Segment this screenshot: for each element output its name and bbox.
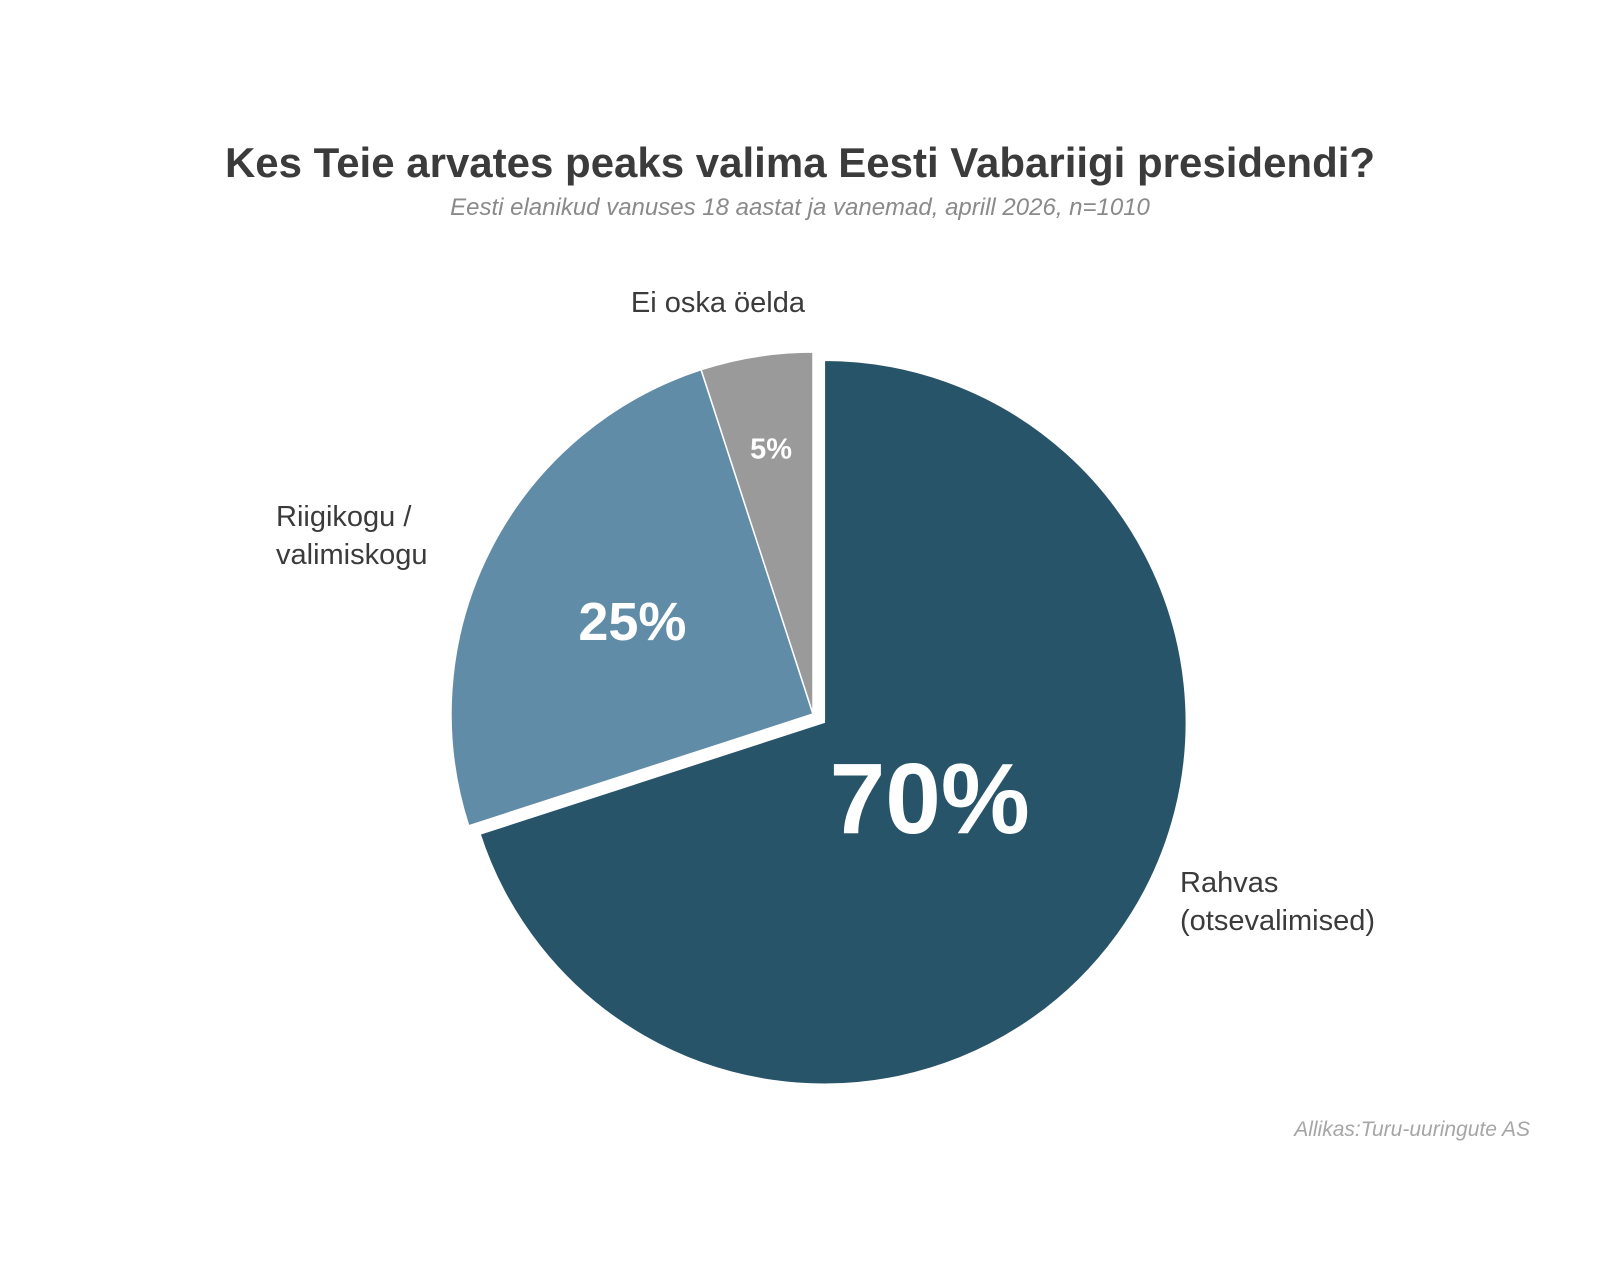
- pie-slices: [450, 351, 1188, 1085]
- pie-slice-2: [450, 368, 814, 827]
- pie-category-label-line: (otsevalimised): [1180, 905, 1375, 937]
- pie-category-label-line: valimiskogu: [276, 539, 428, 571]
- pie-slice-3: [700, 351, 814, 715]
- pie-category-label-line: Ei oska öelda: [631, 287, 806, 319]
- pie-value-label-2: 25%: [578, 592, 686, 652]
- pie-value-label-1: 70%: [830, 743, 1030, 855]
- pie-slice-1: [479, 359, 1188, 1085]
- chart-title: Kes Teie arvates peaks valima Eesti Vaba…: [224, 139, 1376, 186]
- pie-category-label-3: Ei oska öelda: [631, 287, 806, 319]
- pie-category-label-1: Rahvas (otsevalimised): [1180, 867, 1375, 937]
- chart-subtitle: Eesti elanikud vanuses 18 aastat ja vane…: [450, 194, 1150, 221]
- pie-category-label-2: Riigikogu / valimiskogu: [276, 501, 428, 571]
- pie-category-label-line: Riigikogu /: [276, 501, 412, 533]
- pie-value-labels: 70% 25% 5%: [578, 433, 1030, 854]
- pie-value-label-3: 5%: [750, 433, 792, 465]
- chart-source: Allikas:Turu-uuringute AS: [1294, 1118, 1530, 1141]
- pie-category-label-line: Rahvas: [1180, 867, 1278, 899]
- pie-category-labels: Rahvas (otsevalimised) Riigikogu / valimisk…: [276, 287, 1375, 937]
